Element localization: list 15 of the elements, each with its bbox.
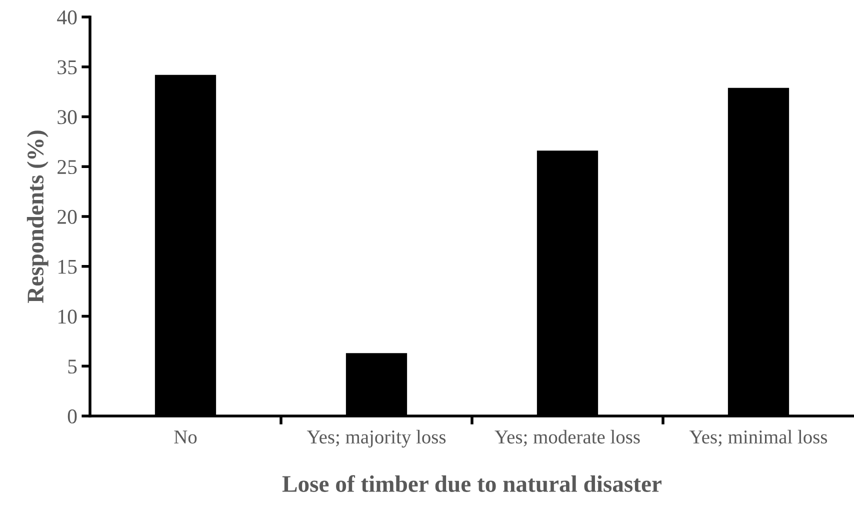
y-tick-label: 20 — [58, 210, 77, 224]
y-tick-label: 15 — [58, 260, 77, 274]
x-tick-label: Yes; moderate loss — [494, 430, 640, 446]
x-tick-label: No — [174, 430, 197, 444]
y-tick-label: 0 — [68, 409, 77, 424]
y-tick-label: 10 — [58, 310, 77, 324]
y-tick-label: 5 — [68, 360, 77, 374]
y-tick-label: 35 — [58, 60, 77, 74]
y-tick-label: 30 — [58, 110, 77, 124]
y-tick-label: 40 — [57, 10, 77, 24]
y-tick-label: 25 — [58, 160, 77, 174]
x-tick-label: Yes; majority loss — [306, 430, 446, 448]
x-tick-label: Yes; minimal loss — [689, 430, 828, 446]
x-axis-title: Lose of timber due to natural disaster — [282, 475, 662, 492]
y-axis-title: Respondents (%) — [26, 130, 48, 304]
